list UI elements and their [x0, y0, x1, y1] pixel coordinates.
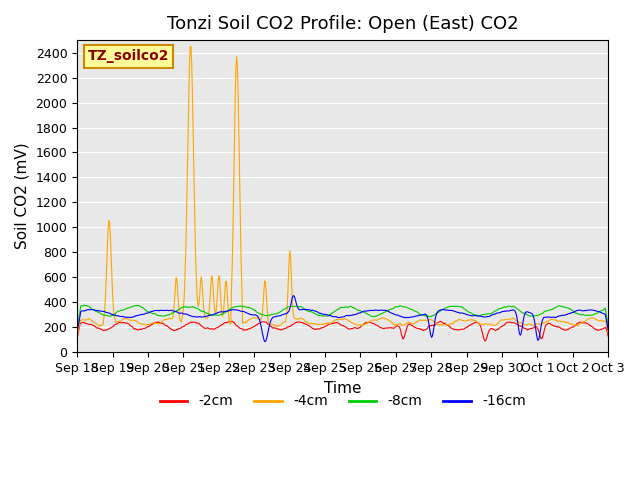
- -2cm: [74, 336, 81, 341]
- -2cm: [407, 322, 415, 328]
- -8cm: [408, 307, 415, 312]
- X-axis label: Time: Time: [324, 381, 362, 396]
- -2cm: [436, 318, 444, 324]
- -2cm: [604, 333, 612, 339]
- -8cm: [192, 305, 200, 311]
- -4cm: [187, 43, 195, 49]
- Line: -16cm: -16cm: [77, 296, 608, 342]
- Title: Tonzi Soil CO2 Profile: Open (East) CO2: Tonzi Soil CO2 Profile: Open (East) CO2: [167, 15, 518, 33]
- -8cm: [84, 303, 92, 309]
- -16cm: [408, 314, 416, 320]
- -2cm: [191, 320, 199, 325]
- -4cm: [604, 330, 612, 336]
- -8cm: [74, 324, 81, 330]
- -2cm: [481, 338, 489, 344]
- -16cm: [604, 327, 612, 333]
- -16cm: [290, 293, 298, 299]
- Y-axis label: Soil CO2 (mV): Soil CO2 (mV): [15, 143, 30, 250]
- -16cm: [83, 307, 91, 313]
- -2cm: [83, 321, 91, 326]
- -8cm: [220, 310, 228, 316]
- -8cm: [424, 313, 431, 319]
- -4cm: [74, 334, 81, 340]
- -4cm: [424, 317, 431, 323]
- -8cm: [138, 305, 146, 311]
- -16cm: [191, 314, 199, 320]
- Line: -4cm: -4cm: [77, 46, 608, 337]
- -4cm: [408, 321, 415, 326]
- -8cm: [604, 323, 612, 328]
- -2cm: [220, 321, 227, 326]
- -16cm: [74, 329, 81, 335]
- -4cm: [138, 321, 145, 327]
- -16cm: [261, 339, 269, 345]
- -4cm: [220, 301, 228, 307]
- -2cm: [422, 326, 430, 332]
- -8cm: [80, 302, 88, 308]
- Line: -2cm: -2cm: [77, 321, 608, 341]
- Line: -8cm: -8cm: [77, 305, 608, 327]
- Text: TZ_soilco2: TZ_soilco2: [88, 49, 169, 63]
- -2cm: [138, 326, 145, 332]
- -16cm: [424, 316, 432, 322]
- -16cm: [220, 309, 227, 315]
- Legend: -2cm, -4cm, -8cm, -16cm: -2cm, -4cm, -8cm, -16cm: [154, 389, 531, 414]
- -4cm: [192, 269, 200, 275]
- -16cm: [138, 312, 145, 317]
- -4cm: [83, 317, 91, 323]
